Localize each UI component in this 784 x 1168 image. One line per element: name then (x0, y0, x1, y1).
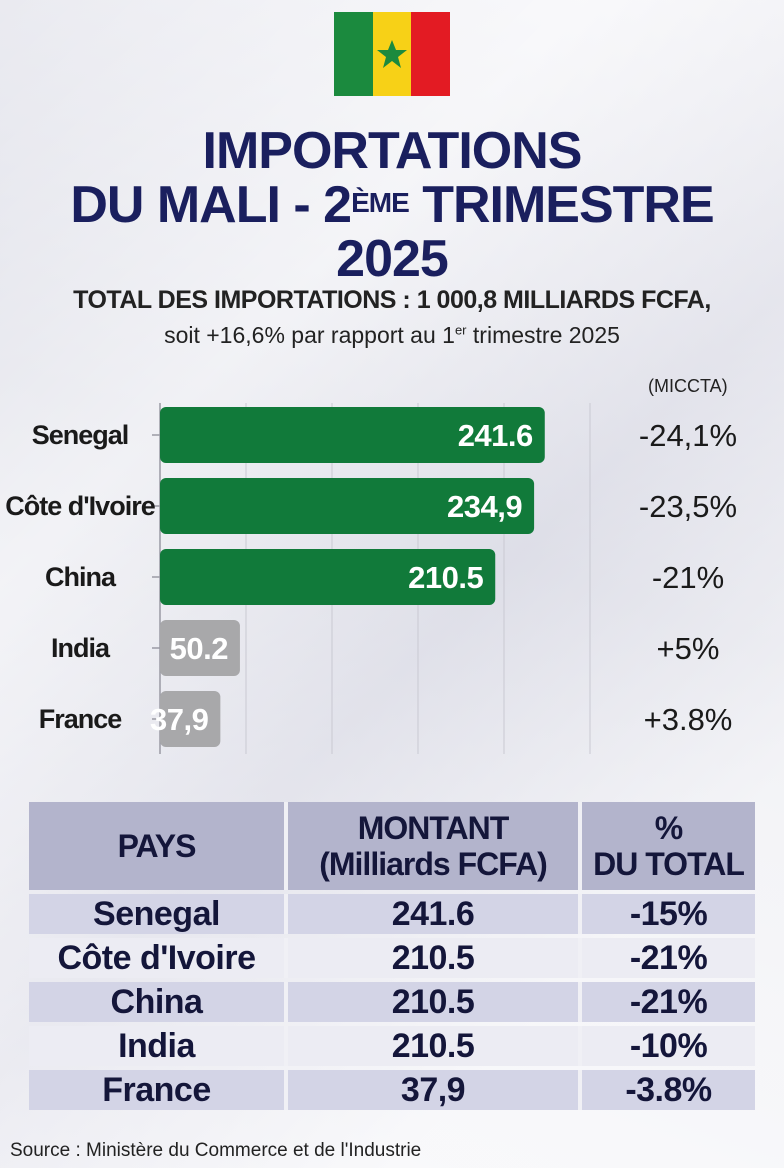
change-label: +5% (657, 631, 720, 666)
bar-2 (160, 549, 496, 605)
category-label: China (45, 562, 117, 592)
title-line-2: DU MALI - 2ÈME TRIMESTRE (70, 176, 714, 234)
bar-chart: Senegal 241.6 -24,1% Côte d'Ivoire 234,9 -23,… (5, 403, 737, 754)
cell-pct: -3.8% (578, 1070, 755, 1110)
table-row: Senegal 241.6 -15% (29, 894, 755, 934)
table-row: Côte d'Ivoire 210.5 -21% (29, 938, 755, 978)
bar-4 (160, 691, 221, 747)
cell-pct: -21% (578, 938, 755, 978)
value-label: 210.5 (408, 560, 483, 595)
value-label: 37,9 (150, 702, 209, 737)
category-label: Senegal (32, 420, 129, 450)
value-label: 234,9 (447, 489, 522, 524)
unit-label: (MICCTA) (648, 376, 728, 396)
total-imports-text: TOTAL DES IMPORTATIONS : 1 000,8 MILLIAR… (73, 286, 711, 314)
category-label: India (51, 633, 111, 663)
growth-text: soit +16,6% par rapport au 1er trimestre… (164, 322, 620, 348)
cell-country: Côte d'Ivoire (29, 938, 284, 978)
value-label: 241.6 (458, 418, 533, 453)
cell-amount: 210.5 (284, 982, 578, 1022)
bar-1 (160, 478, 535, 534)
cell-amount: 210.5 (284, 1026, 578, 1066)
cell-pct: -10% (578, 1026, 755, 1066)
table-header-row: PAYS MONTANT (Milliards FCFA) % DU TOTAL (29, 802, 755, 890)
category-label: Côte d'Ivoire (5, 491, 155, 521)
cell-country: Senegal (29, 894, 284, 934)
title-line-3: 2025 (336, 230, 449, 288)
table-row: India 210.5 -10% (29, 1026, 755, 1066)
table-row: France 37,9 -3.8% (29, 1070, 755, 1110)
senegal-flag (334, 12, 451, 96)
table-row: China 210.5 -21% (29, 982, 755, 1022)
header-pct: % DU TOTAL (578, 802, 755, 890)
change-label: +3.8% (644, 702, 733, 737)
bar-0 (160, 407, 545, 463)
cell-pct: -15% (578, 894, 755, 934)
cell-amount: 210.5 (284, 938, 578, 978)
cell-amount: 241.6 (284, 894, 578, 934)
title-line-1: IMPORTATIONS (202, 122, 583, 180)
cell-country: China (29, 982, 284, 1022)
header-montant: MONTANT (Milliards FCFA) (284, 802, 578, 890)
category-label: France (39, 704, 123, 734)
flag-stripe-green (334, 12, 373, 96)
header-pays: PAYS (29, 802, 284, 890)
cell-country: India (29, 1026, 284, 1066)
change-label: -24,1% (639, 418, 737, 453)
bar-3 (160, 620, 240, 676)
change-label: -23,5% (639, 489, 737, 524)
star-icon (377, 40, 407, 68)
cell-amount: 37,9 (284, 1070, 578, 1110)
change-label: -21% (652, 560, 724, 595)
imports-table: PAYS MONTANT (Milliards FCFA) % DU TOTAL… (29, 798, 755, 1114)
value-label: 50.2 (170, 631, 228, 666)
cell-country: France (29, 1070, 284, 1110)
flag-stripe-red (411, 12, 451, 96)
source-note: Source : Ministère du Commerce et de l'I… (10, 1140, 422, 1161)
cell-pct: -21% (578, 982, 755, 1022)
